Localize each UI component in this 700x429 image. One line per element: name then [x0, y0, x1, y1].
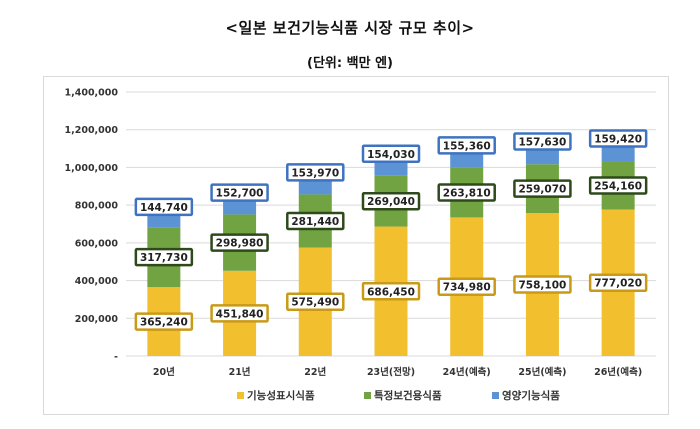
data-label-nutrient-box: [286, 163, 345, 182]
data-label-functional-box: [361, 282, 421, 301]
data-label-nutrient-box: [134, 197, 194, 217]
legend-swatch: [237, 392, 244, 399]
x-tick-label: 26년(예측): [594, 366, 642, 378]
data-label-specified-health: 254,160: [594, 181, 642, 193]
data-label-specified-health-box: [134, 247, 194, 267]
x-tick-label: 22년: [304, 366, 326, 378]
data-label-nutrient-box: [210, 183, 269, 202]
data-label-functional-box: [437, 277, 496, 296]
data-label-nutrient-box: [361, 144, 421, 164]
data-label-specified-health: 259,070: [519, 184, 567, 196]
data-label-functional: 365,240: [140, 317, 188, 329]
y-tick-label: 1,400,000: [65, 88, 119, 99]
chart-subtitle: (단위: 백만 엔): [307, 56, 393, 71]
data-label-specified-health-box: [437, 183, 496, 202]
data-label-functional-box: [286, 292, 345, 311]
data-label-specified-health-box: [286, 211, 345, 231]
legend-label: 기능성표시식품: [247, 389, 315, 402]
x-tick-label: 24년(예측): [443, 366, 491, 378]
y-tick-label: 1,000,000: [65, 163, 119, 174]
data-label-specified-health-box: [588, 176, 648, 195]
data-label-functional: 451,840: [216, 308, 264, 320]
legend-swatch: [364, 392, 371, 399]
y-tick-label: -: [114, 352, 118, 363]
y-tick-label: 1,200,000: [65, 125, 119, 136]
y-tick-label: 400,000: [75, 276, 119, 287]
legend-label: 영양기능식품: [502, 389, 560, 402]
data-label-nutrient: 159,420: [594, 133, 642, 145]
data-label-specified-health-box: [361, 191, 421, 211]
x-tick-label: 23년(전망): [367, 366, 415, 378]
legend-swatch: [492, 392, 499, 399]
data-label-functional: 758,100: [519, 280, 567, 292]
data-label-functional: 777,020: [594, 278, 642, 290]
data-label-functional-box: [210, 304, 269, 323]
data-label-nutrient: 153,970: [291, 167, 339, 179]
data-label-specified-health: 269,040: [367, 196, 415, 208]
legend-label: 특정보건용식품: [374, 389, 442, 402]
data-label-nutrient: 144,740: [140, 202, 188, 214]
data-label-nutrient: 152,700: [216, 188, 264, 200]
y-tick-label: 800,000: [75, 201, 119, 212]
data-label-specified-health-box: [513, 179, 572, 198]
y-tick-label: 600,000: [75, 238, 119, 249]
data-label-functional: 734,980: [443, 282, 491, 294]
x-tick-label: 20년: [153, 366, 175, 378]
data-label-nutrient-box: [437, 136, 496, 155]
data-label-specified-health: 281,440: [291, 216, 339, 228]
x-tick-label: 21년: [229, 366, 251, 378]
data-label-nutrient: 154,030: [367, 149, 415, 161]
data-label-functional-box: [588, 273, 648, 292]
data-label-functional: 686,450: [367, 286, 415, 298]
data-label-specified-health: 298,980: [216, 238, 264, 250]
y-tick-label: 200,000: [75, 314, 119, 325]
data-label-nutrient: 157,630: [519, 136, 567, 148]
chart-title: <일본 보건기능식품 시장 규모 추이>: [225, 19, 475, 37]
data-label-nutrient: 155,360: [443, 140, 491, 152]
data-label-functional-box: [134, 312, 194, 331]
x-tick-label: 25년(예측): [518, 366, 566, 378]
chart-panel: - 200,000 400,000 600,000 800,000 1,000,000 1,…: [43, 76, 669, 415]
data-label-specified-health: 317,730: [140, 252, 188, 264]
data-label-functional: 575,490: [291, 297, 339, 309]
data-label-nutrient-box: [513, 132, 572, 151]
data-label-specified-health-box: [210, 233, 269, 252]
stacked-bar-chart: - 200,000 400,000 600,000 800,000 1,000,000 1,…: [65, 88, 656, 402]
data-label-nutrient-box: [588, 129, 648, 148]
data-label-specified-health: 263,810: [443, 188, 491, 200]
data-label-functional-box: [513, 275, 572, 294]
